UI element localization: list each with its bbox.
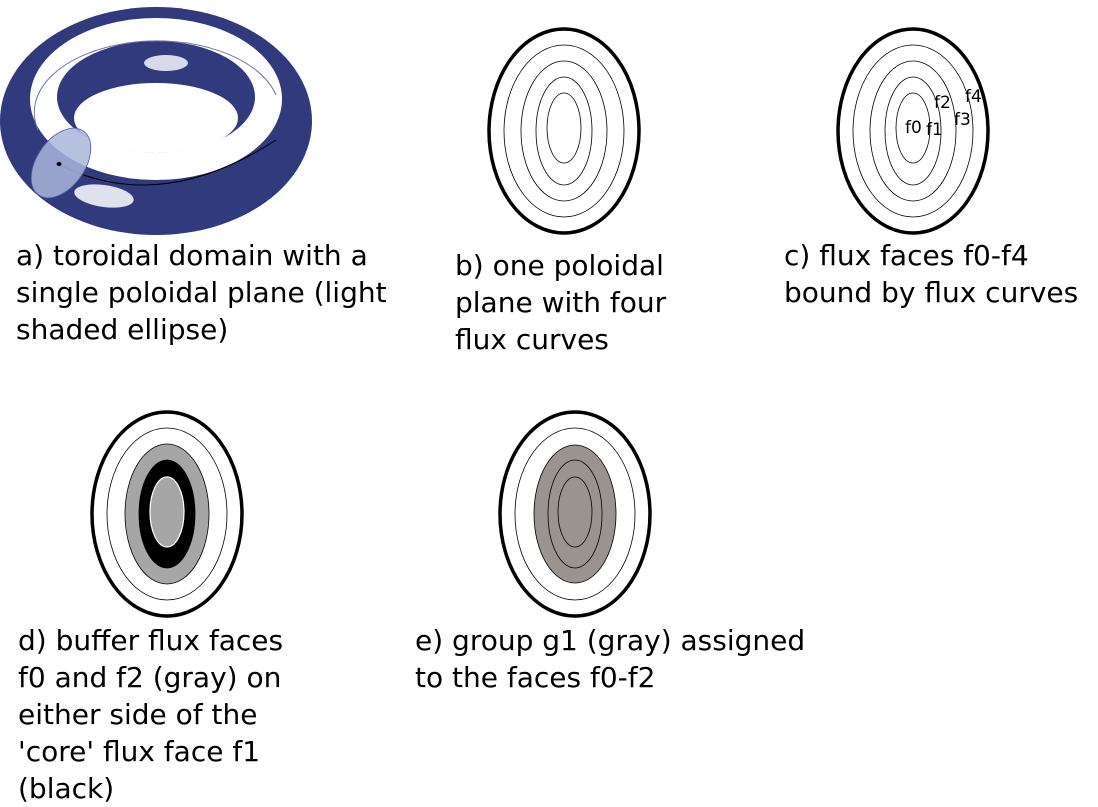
flux-boundary-curve <box>836 27 990 235</box>
caption-e: e) group g1 (gray) assigned to the faces… <box>415 624 806 694</box>
flux-curve-3 <box>869 60 957 202</box>
caption-d: d) buffer flux faces f0 and f2 (gray) on… <box>18 624 284 805</box>
torus-specular-top <box>144 55 188 71</box>
torus-hole <box>74 83 238 153</box>
torus-centerline <box>33 40 277 131</box>
face-label-f4: f4 <box>965 87 982 107</box>
torus-specular-bottom <box>74 184 134 208</box>
poloidal-plane-d <box>90 410 244 618</box>
face-label-f1: f1 <box>926 120 943 140</box>
poloidal-plane-c: f0 f1 f2 f3 f4 <box>836 27 990 235</box>
poloidal-plane-center-dot <box>56 162 62 166</box>
caption-b: b) one poloidal plane with four flux cur… <box>455 249 667 356</box>
poloidal-plane-e <box>498 410 652 618</box>
poloidal-plane-b <box>487 27 641 235</box>
flux-curve-1 <box>895 92 931 164</box>
torus-diagram <box>0 7 312 235</box>
flux-curve-3 <box>520 60 608 202</box>
face-label-f3: f3 <box>954 110 971 130</box>
flux-curve-4 <box>503 44 625 218</box>
flux-boundary-curve <box>487 27 641 235</box>
face-label-f2: f2 <box>934 93 951 113</box>
buffer-face-f0 <box>149 476 185 548</box>
flux-curve-2 <box>884 76 942 186</box>
face-label-f0: f0 <box>905 118 922 138</box>
flux-curve-4 <box>852 44 974 218</box>
flux-curve-1 <box>546 92 582 164</box>
group-g1-face-f0 <box>557 476 593 548</box>
caption-c: c) flux faces f0-f4 bound by flux curves <box>784 239 1079 309</box>
torus-lower-centerline <box>59 139 277 186</box>
flux-curve-2 <box>535 76 593 186</box>
caption-a: a) toroidal domain with a single poloida… <box>16 239 387 346</box>
